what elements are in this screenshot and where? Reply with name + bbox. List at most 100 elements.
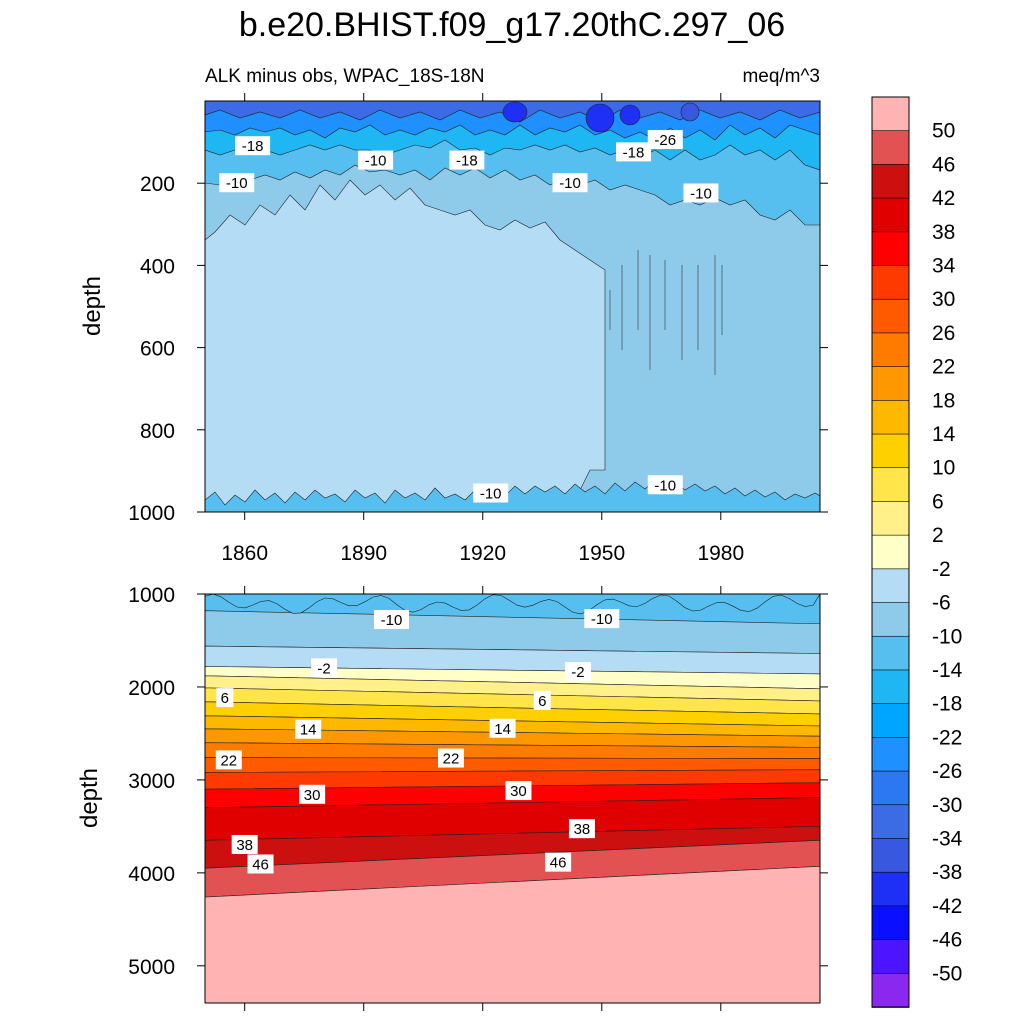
colorbar-swatch — [871, 164, 910, 199]
top-contour-label-bg — [647, 130, 683, 150]
x-tick-label: 1920 — [459, 542, 506, 565]
colorbar-swatch — [871, 939, 910, 975]
colorbar-label: 18 — [932, 389, 955, 412]
x-tick-label: 1980 — [697, 542, 744, 565]
colorbar-label: -46 — [932, 929, 962, 952]
colorbar-swatch — [871, 400, 910, 435]
chart-subtitle-right: meq/m^3 — [742, 66, 820, 87]
top-band-minus6 — [205, 179, 606, 512]
colorbar-swatch — [871, 972, 910, 1008]
x-tick-label: 1860 — [221, 542, 268, 565]
top-panel-frame — [204, 100, 821, 513]
colorbar-label: -10 — [932, 625, 962, 648]
bottom-contour-label-bg — [505, 781, 532, 801]
colorbar: 50 46 42 38 34 30 26 22 18 14 10 6 2 -2 -6 -10 -14 -18 -22… — [871, 96, 963, 1008]
colorbar-swatch — [871, 130, 910, 166]
bottom-contour-label-bg — [299, 784, 326, 804]
colorbar-label: -14 — [932, 659, 963, 682]
top-panel-fill — [205, 101, 820, 512]
top-contour-label: -10 — [480, 486, 502, 503]
top-contour-label-bg — [358, 150, 394, 170]
colorbar-swatch — [871, 568, 910, 604]
bottom-contour-label: 46 — [550, 855, 567, 872]
bottom-y-tick-label: 2000 — [128, 677, 175, 700]
colorbar-swatch — [871, 838, 910, 873]
bottom-contour-label-bg — [247, 854, 274, 874]
bottom-contour-label-bg — [438, 748, 464, 768]
top-core-4 — [680, 102, 700, 122]
colorbar-label: -50 — [932, 962, 962, 985]
colorbar-label: 38 — [932, 221, 955, 244]
top-contour-label-bg — [552, 173, 588, 193]
colorbar-swatch — [871, 332, 910, 368]
bottom-contour-label-bg — [568, 819, 595, 839]
colorbar-swatch — [871, 703, 910, 739]
colorbar-label: 6 — [932, 490, 944, 513]
colorbar-label: 50 — [932, 120, 955, 143]
bottom-contour-label-bg — [311, 658, 338, 678]
bottom-y-tick-label: 3000 — [128, 770, 175, 793]
top-contour-label: -18 — [456, 153, 478, 170]
top-contour-label: -10 — [365, 153, 387, 170]
colorbar-label: 42 — [932, 187, 955, 210]
colorbar-swatch — [871, 804, 910, 840]
top-y-tick-label: 1000 — [128, 502, 175, 525]
top-y-tick-label: 400 — [140, 255, 175, 278]
colorbar-label: 46 — [932, 153, 955, 176]
bottom-contour-label-bg — [533, 690, 551, 710]
bottom-wavy-contour — [205, 594, 820, 615]
colorbar-label: -6 — [932, 592, 951, 615]
bottom-contour-label: 38 — [236, 837, 253, 854]
colorbar-swatch — [871, 96, 910, 132]
colorbar-swatch — [871, 602, 910, 638]
bottom-y-axis-label: depth — [76, 768, 103, 828]
colorbar-label: -42 — [932, 895, 962, 918]
top-contour-label-bg — [219, 173, 255, 193]
colorbar-swatch — [871, 467, 910, 503]
bottom-contour-label: 6 — [538, 693, 546, 710]
colorbar-swatch — [871, 635, 910, 671]
top-contour-label: -10 — [690, 185, 712, 202]
top-contour-label: -10 — [654, 477, 676, 494]
bottom-panel-frame — [204, 593, 821, 1004]
bottom-band — [205, 826, 820, 869]
bottom-contour-label: 14 — [300, 722, 317, 739]
bottom-contour-label: 38 — [574, 821, 591, 838]
colorbar-swatch — [871, 871, 910, 907]
top-contour-label-bg — [473, 483, 509, 503]
top-contour-label: -26 — [654, 132, 676, 149]
top-contour-label-bg — [616, 142, 652, 162]
bottom-contour-label: -10 — [591, 611, 613, 628]
colorbar-swatch — [871, 197, 910, 233]
colorbar-swatch — [871, 433, 910, 469]
top-contour-label: -10 — [559, 175, 581, 192]
bottom-band — [205, 866, 820, 1003]
bottom-band — [205, 742, 820, 759]
top-core-3 — [619, 104, 641, 126]
colorbar-label: 34 — [932, 255, 956, 278]
colorbar-label: 26 — [932, 322, 955, 345]
top-core-2 — [585, 103, 615, 133]
top-y-tick-label: 800 — [140, 420, 175, 443]
colorbar-label: -22 — [932, 726, 962, 749]
top-contour-label-bg — [647, 475, 683, 495]
colorbar-label: -38 — [932, 861, 962, 884]
colorbar-label: -30 — [932, 794, 962, 817]
bottom-band — [205, 728, 820, 748]
top-contour-label: -18 — [242, 138, 264, 155]
bottom-contour-label-bg — [584, 609, 620, 629]
bottom-band — [205, 701, 820, 727]
top-y-axis-label: depth — [79, 276, 106, 336]
colorbar-swatch — [871, 770, 910, 806]
colorbar-label: -18 — [932, 693, 962, 716]
colorbar-label: -26 — [932, 760, 962, 783]
bottom-band — [205, 757, 820, 773]
colorbar-label: -2 — [932, 558, 951, 581]
bottom-contour-label: 30 — [304, 787, 321, 804]
top-contour-label: -10 — [226, 175, 248, 192]
bottom-contour-label: 46 — [252, 856, 269, 873]
bottom-contour-label: 6 — [221, 690, 229, 707]
bottom-contour-label-bg — [216, 688, 234, 708]
bottom-band — [205, 666, 820, 690]
